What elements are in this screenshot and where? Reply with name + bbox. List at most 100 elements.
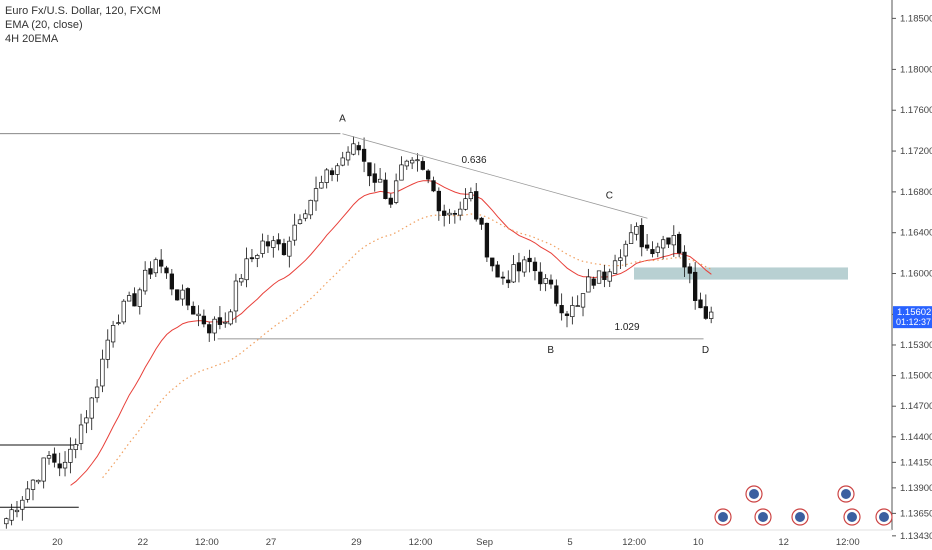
flag-icon <box>841 489 851 499</box>
candle-body <box>281 243 287 256</box>
candle-body <box>570 305 575 318</box>
candle-body <box>329 170 335 176</box>
candle-body <box>511 264 516 283</box>
current-price-label: 1.15602 <box>897 307 931 318</box>
flag-icon <box>718 512 728 522</box>
time-tick-label: 20 <box>52 537 63 548</box>
candle-body <box>260 240 265 254</box>
candle-body <box>618 257 623 261</box>
candle-body <box>591 278 596 286</box>
candle-body <box>548 279 554 285</box>
candle-body <box>244 258 249 281</box>
candle-body <box>319 182 324 189</box>
candle-body <box>676 233 682 254</box>
candle-body <box>142 269 148 292</box>
price-tick-label: 1.15000 <box>900 371 932 382</box>
candle-body <box>255 255 260 259</box>
ratio-ac[interactable]: 0.636 <box>461 155 486 166</box>
candle-body <box>709 311 714 319</box>
candle-body <box>94 386 100 399</box>
candle-body <box>180 289 185 300</box>
candle-body <box>351 143 356 155</box>
candle-body <box>73 444 78 450</box>
candle-body <box>121 300 126 323</box>
wave-point-d[interactable]: D <box>702 345 709 356</box>
candle-body <box>580 293 586 308</box>
support-zone[interactable] <box>634 267 848 280</box>
candle-body <box>239 277 244 283</box>
candle-body <box>207 324 212 334</box>
candle-body <box>367 162 372 177</box>
time-tick-label: 12:00 <box>409 537 433 548</box>
price-tick-label: 1.13650 <box>900 508 932 519</box>
candle-body <box>447 212 452 216</box>
candle-body <box>442 210 447 216</box>
candle-body <box>431 180 436 192</box>
wave-point-c[interactable]: C <box>606 190 613 201</box>
price-tick-label: 1.14400 <box>900 432 932 443</box>
candle-body <box>623 243 628 257</box>
candle-body <box>126 295 132 302</box>
candle-body <box>495 264 500 278</box>
time-tick-label: 27 <box>266 537 277 548</box>
price-tick-label: 1.18000 <box>900 64 932 75</box>
candle-body <box>607 271 612 282</box>
candle-body <box>313 188 319 202</box>
candle-body <box>14 509 20 513</box>
indicator-ema-label[interactable]: EMA (20, close) <box>5 19 83 31</box>
candle-body <box>532 261 538 272</box>
wave-point-b[interactable]: B <box>547 345 554 356</box>
time-tick-label: 29 <box>351 537 362 548</box>
candle-body <box>292 224 297 241</box>
candle-body <box>527 257 532 263</box>
candle-body <box>586 276 591 293</box>
price-tick-label: 1.13430 <box>900 531 932 542</box>
price-tick-label: 1.13900 <box>900 483 932 494</box>
bar-countdown-label: 01:12:37 <box>896 317 931 327</box>
price-tick-label: 1.17200 <box>900 146 932 157</box>
candle-body <box>538 271 543 285</box>
candle-body <box>185 288 191 306</box>
candle-body <box>303 213 308 219</box>
wave-point-a[interactable]: A <box>339 114 346 125</box>
candle-body <box>543 278 548 284</box>
candle-body <box>388 197 393 205</box>
symbol-label[interactable]: Euro Fx/U.S. Dollar, 120, FXCM <box>5 5 161 17</box>
candle-body <box>84 417 89 424</box>
candle-body <box>522 259 527 273</box>
time-tick-label: 12:00 <box>836 537 860 548</box>
chart-legend: Euro Fx/U.S. Dollar, 120, FXCM EMA (20, … <box>5 4 161 46</box>
candle-body <box>393 180 399 203</box>
candle-body <box>479 217 484 225</box>
candle-body <box>335 165 340 175</box>
candle-body <box>650 249 655 255</box>
candle-body <box>644 244 650 249</box>
candle-body <box>361 148 367 162</box>
candle-body <box>340 157 345 166</box>
candle-body <box>62 461 68 469</box>
candle-body <box>164 267 169 274</box>
price-tick-label: 1.16800 <box>900 187 932 198</box>
candle-body <box>116 322 121 324</box>
price-tick-label: 1.15300 <box>900 340 932 351</box>
candle-body <box>409 159 415 164</box>
flag-icon <box>758 512 768 522</box>
candle-body <box>666 237 671 245</box>
candle-body <box>36 479 41 483</box>
candle-body <box>383 179 388 199</box>
indicator-4h-ema-label[interactable]: 4H 20EMA <box>5 33 59 45</box>
time-tick-label: Sep <box>476 537 493 548</box>
candle-body <box>137 289 142 307</box>
ac-trendline[interactable] <box>342 133 648 219</box>
price-tick-label: 1.18500 <box>900 13 932 24</box>
ema-4h-line[interactable] <box>102 213 712 479</box>
ratio-bd[interactable]: 1.029 <box>614 322 639 333</box>
candle-body <box>575 305 580 307</box>
candle-body <box>57 463 62 469</box>
candle-body <box>249 257 255 260</box>
flag-icon <box>879 512 889 522</box>
candle-body <box>452 213 458 215</box>
time-tick-label: 12 <box>778 537 789 548</box>
candle-body <box>110 325 116 343</box>
